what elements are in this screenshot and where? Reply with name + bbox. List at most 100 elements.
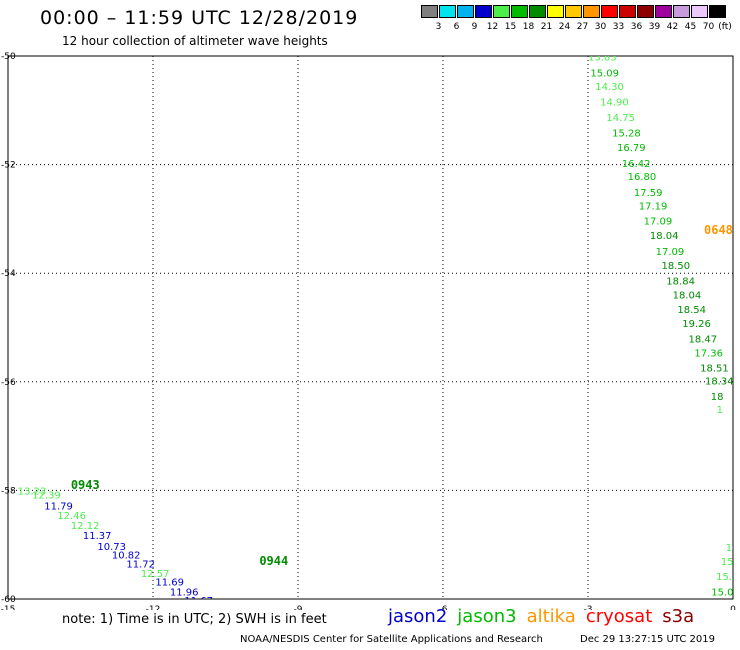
color-scale-label: 6 <box>453 22 460 32</box>
wave-height-label: 14.75 <box>606 113 635 124</box>
color-scale-label: 21 <box>540 22 553 32</box>
satellite-legend: jason2 jason3 altika cryosat s3a <box>388 606 704 627</box>
color-scale-label: 33 <box>612 22 625 32</box>
color-scale-label: 3 <box>435 22 442 32</box>
y-tick-label: -50 <box>1 52 16 62</box>
plot-frame <box>7 55 734 600</box>
wave-height-label: 18.47 <box>689 334 718 345</box>
wave-height-label: 16.42 <box>622 159 651 170</box>
color-scale-swatch <box>475 5 492 18</box>
wave-height-label: 14.96 <box>704 603 733 610</box>
wave-height-label: 16.79 <box>617 143 646 154</box>
wave-height-label: 1 <box>717 405 723 416</box>
x-tick-label: -15 <box>1 605 16 610</box>
color-scale-label: 9 <box>471 22 478 32</box>
wave-height-label: 18.50 <box>661 261 690 272</box>
pass-time-label: 0648 <box>704 223 733 237</box>
wave-height-label: 14.30 <box>595 82 624 93</box>
color-scale-swatch <box>547 5 564 18</box>
color-scale-swatch <box>457 5 474 18</box>
x-tick-label: -3 <box>584 605 593 610</box>
x-tick-label: -9 <box>294 605 303 610</box>
wave-height-label: 11.67 <box>184 596 213 607</box>
legend-item-cryosat: cryosat <box>585 606 653 627</box>
wave-height-label: 15.05 <box>711 587 740 598</box>
chart-subtitle: 12 hour collection of altimeter wave hei… <box>62 34 328 48</box>
color-scale-label: 70 <box>702 22 715 32</box>
color-scale-label: 27 <box>576 22 589 32</box>
color-scale-label: 12 <box>486 22 499 32</box>
chart-plot: -15 -12 -9 -6 -3 0 -50 -52 -54 -56 -58 -60 13.83 15.… <box>1 52 740 610</box>
wave-height-label: 18 <box>711 392 724 403</box>
y-tick-label: -58 <box>1 486 16 496</box>
wave-height-label: 14.90 <box>600 98 629 109</box>
y-tick-label: -54 <box>1 269 16 279</box>
y-tick-label: -60 <box>1 595 16 605</box>
legend-item-altika: altika <box>526 606 576 627</box>
color-scale-swatch <box>529 5 546 18</box>
pass-time-label: 0943 <box>71 478 100 492</box>
axes: -15 -12 -9 -6 -3 0 -50 -52 -54 -56 -58 -60 <box>1 52 736 610</box>
color-scale-swatch <box>583 5 600 18</box>
color-scale-unit: (ft) <box>718 22 732 32</box>
color-scale-swatch <box>709 5 726 18</box>
wave-height-label: 19.26 <box>682 319 711 330</box>
wave-height-label: 17.59 <box>634 188 663 199</box>
x-tick-label: -6 <box>439 605 448 610</box>
x-tick-label: 0 <box>730 605 736 610</box>
wave-height-label: 18.51 <box>700 364 729 375</box>
wave-height-label: 12.57 <box>141 569 170 580</box>
credit-text: NOAA/NESDIS Center for Satellite Applica… <box>240 634 543 645</box>
color-scale-swatch <box>421 5 438 18</box>
wave-height-label: 18.34 <box>705 377 734 388</box>
x-tick-label: -12 <box>146 605 161 610</box>
pass-time-label: 0944 <box>259 554 288 568</box>
wave-height-label: 15. <box>721 557 737 568</box>
color-scale-swatch <box>493 5 510 18</box>
y-tick-label: -52 <box>1 161 16 171</box>
color-scale-label: 42 <box>666 22 679 32</box>
wave-height-label: 13.83 <box>588 53 617 64</box>
wave-height-label: 16 <box>726 543 739 554</box>
color-scale-swatch <box>619 5 636 18</box>
color-scale-swatch <box>673 5 690 18</box>
color-scale-label: 24 <box>558 22 571 32</box>
wave-height-label: 17.36 <box>694 348 723 359</box>
footer-note: note: 1) Time is in UTC; 2) SWH is in fe… <box>62 612 327 627</box>
wave-height-label: 13.23 <box>18 486 47 497</box>
wave-height-label: 12.08 <box>199 605 228 610</box>
color-scale-swatch <box>565 5 582 18</box>
color-scale-swatch <box>601 5 618 18</box>
color-scale-label: 36 <box>630 22 643 32</box>
y-tick-label: -56 <box>1 378 16 388</box>
wave-height-label: 16.80 <box>628 172 657 183</box>
pass-time-labels: 0648 0943 0944 <box>71 223 733 568</box>
wave-height-label: 12.12 <box>71 521 100 532</box>
wave-height-label: 10.82 <box>112 550 141 561</box>
color-scale-label: 45 <box>684 22 697 32</box>
wave-height-label: 18.54 <box>677 305 706 316</box>
wave-height-label: 11.79 <box>44 502 73 513</box>
wave-height-label: 17.19 <box>639 201 668 212</box>
generated-timestamp: Dec 29 13:27:15 UTC 2019 <box>580 634 715 645</box>
legend-item-jason2: jason2 <box>388 606 448 627</box>
wave-height-label: 11.69 <box>155 578 184 589</box>
color-scale-swatch <box>637 5 654 18</box>
color-scale-swatch <box>655 5 672 18</box>
wave-height-label: 11.37 <box>83 531 112 542</box>
color-scale-label: 15 <box>504 22 517 32</box>
wave-height-label: 15.3 <box>716 572 738 583</box>
data-points: 13.83 15.09 14.30 14.90 14.75 15.28 16.79 16.42… <box>18 53 740 610</box>
grid <box>8 56 733 599</box>
wave-height-label: 15.09 <box>590 68 619 79</box>
color-scale-swatch <box>439 5 456 18</box>
wave-height-label: 17.09 <box>644 217 673 228</box>
legend-item-s3a: s3a <box>662 606 695 627</box>
legend-item-jason3: jason3 <box>457 606 517 627</box>
wave-height-label: 17.09 <box>656 247 685 258</box>
wave-height-label: 11.72 <box>126 560 155 571</box>
color-scale-label: 30 <box>594 22 607 32</box>
color-scale-label: 39 <box>648 22 661 32</box>
chart-title: 00:00 – 11:59 UTC 12/28/2019 <box>40 7 359 29</box>
wave-height-label: 18.04 <box>673 290 702 301</box>
